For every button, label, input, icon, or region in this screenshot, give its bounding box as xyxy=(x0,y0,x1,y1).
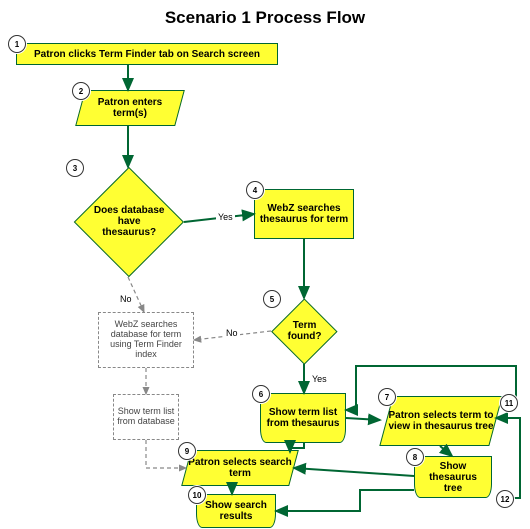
node-label: Does database have thesaurus? xyxy=(91,205,167,238)
node-d2: Show term list from database xyxy=(113,394,179,440)
node-n8: Show thesaurus tree xyxy=(414,456,492,498)
chart-title: Scenario 1 Process Flow xyxy=(0,8,530,28)
node-label: Term found? xyxy=(282,320,327,342)
node-n4: WebZ searches thesaurus for term xyxy=(254,189,354,239)
edge-15 xyxy=(496,418,520,498)
node-n7: Patron selects term to view in thesaurus… xyxy=(379,396,502,446)
badge-11: 11 xyxy=(500,394,518,412)
edge-13 xyxy=(294,468,414,476)
badge-7: 7 xyxy=(378,388,396,406)
node-n6: Show term list from thesaurus xyxy=(260,393,346,443)
badge-12: 12 xyxy=(496,490,514,508)
node-n3: Does database have thesaurus? xyxy=(74,167,184,277)
node-n9: Patron selects search term xyxy=(181,450,299,486)
badge-8: 8 xyxy=(406,448,424,466)
badge-4: 4 xyxy=(246,181,264,199)
node-n1: Patron clicks Term Finder tab on Search … xyxy=(16,43,278,65)
edge-label-yes: Yes xyxy=(216,212,235,222)
badge-5: 5 xyxy=(263,290,281,308)
flowchart-canvas: Scenario 1 Process Flow Patron clicks Te… xyxy=(0,0,530,529)
edge-label-no: No xyxy=(224,328,240,338)
edge-label-no: No xyxy=(118,294,134,304)
node-label: Patron selects term to view in thesaurus… xyxy=(387,410,495,432)
edge-9 xyxy=(346,418,380,420)
node-n2: Patron enters term(s) xyxy=(75,90,185,126)
badge-2: 2 xyxy=(72,82,90,100)
badge-3: 3 xyxy=(66,159,84,177)
badge-9: 9 xyxy=(178,442,196,460)
edge-label-yes: Yes xyxy=(310,374,329,384)
edge-16 xyxy=(276,490,414,511)
node-label: Patron enters term(s) xyxy=(81,97,179,119)
node-d1: WebZ searches database for term using Te… xyxy=(98,312,194,368)
node-n5: Term found? xyxy=(271,298,337,364)
badge-10: 10 xyxy=(188,486,206,504)
badge-1: 1 xyxy=(8,35,26,53)
edge-10 xyxy=(440,446,452,456)
node-n10: Show search results xyxy=(196,494,276,528)
badge-6: 6 xyxy=(252,385,270,403)
node-label: Patron selects search term xyxy=(187,457,293,479)
